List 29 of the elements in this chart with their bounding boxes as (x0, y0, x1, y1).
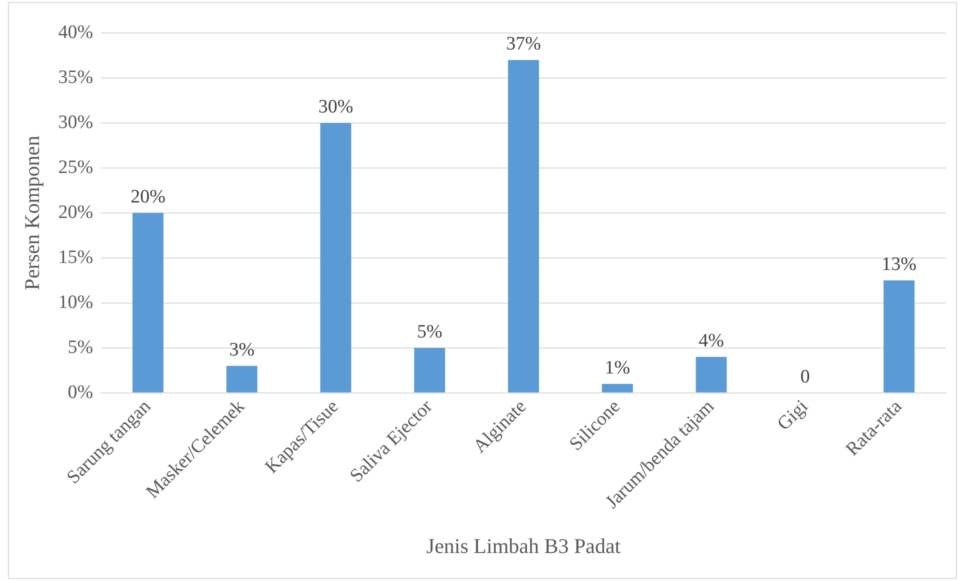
x-tick-label: Gigi (773, 396, 812, 435)
bar (226, 366, 258, 392)
data-label: 4% (698, 330, 724, 352)
y-tick-label: 35% (58, 66, 94, 88)
data-label: 37% (506, 33, 542, 54)
y-tick-label: 40% (58, 22, 94, 43)
data-label: 20% (130, 186, 166, 208)
y-tick-label: 25% (58, 156, 94, 178)
y-tick-label: 0% (68, 382, 94, 403)
data-label: 30% (318, 96, 354, 118)
y-tick-label: 5% (68, 336, 94, 358)
y-tick-label: 15% (58, 246, 94, 268)
bar (884, 280, 915, 392)
y-axis-title: Persen Komponen (20, 135, 44, 290)
data-label: 13% (882, 254, 917, 275)
bar (508, 60, 540, 392)
data-label: 5% (416, 321, 442, 342)
bar (132, 212, 164, 392)
data-label: 0 (800, 366, 810, 388)
bar (414, 348, 446, 392)
y-tick-label: 30% (58, 112, 94, 133)
y-tick-label: 20% (58, 202, 94, 223)
bar (320, 122, 352, 392)
bar (696, 356, 727, 392)
y-tick-label: 10% (58, 292, 94, 313)
data-label: 1% (604, 357, 630, 378)
data-label: 3% (229, 339, 255, 360)
bar (602, 384, 633, 392)
x-axis-title: Jenis Limbah B3 Padat (426, 534, 621, 558)
